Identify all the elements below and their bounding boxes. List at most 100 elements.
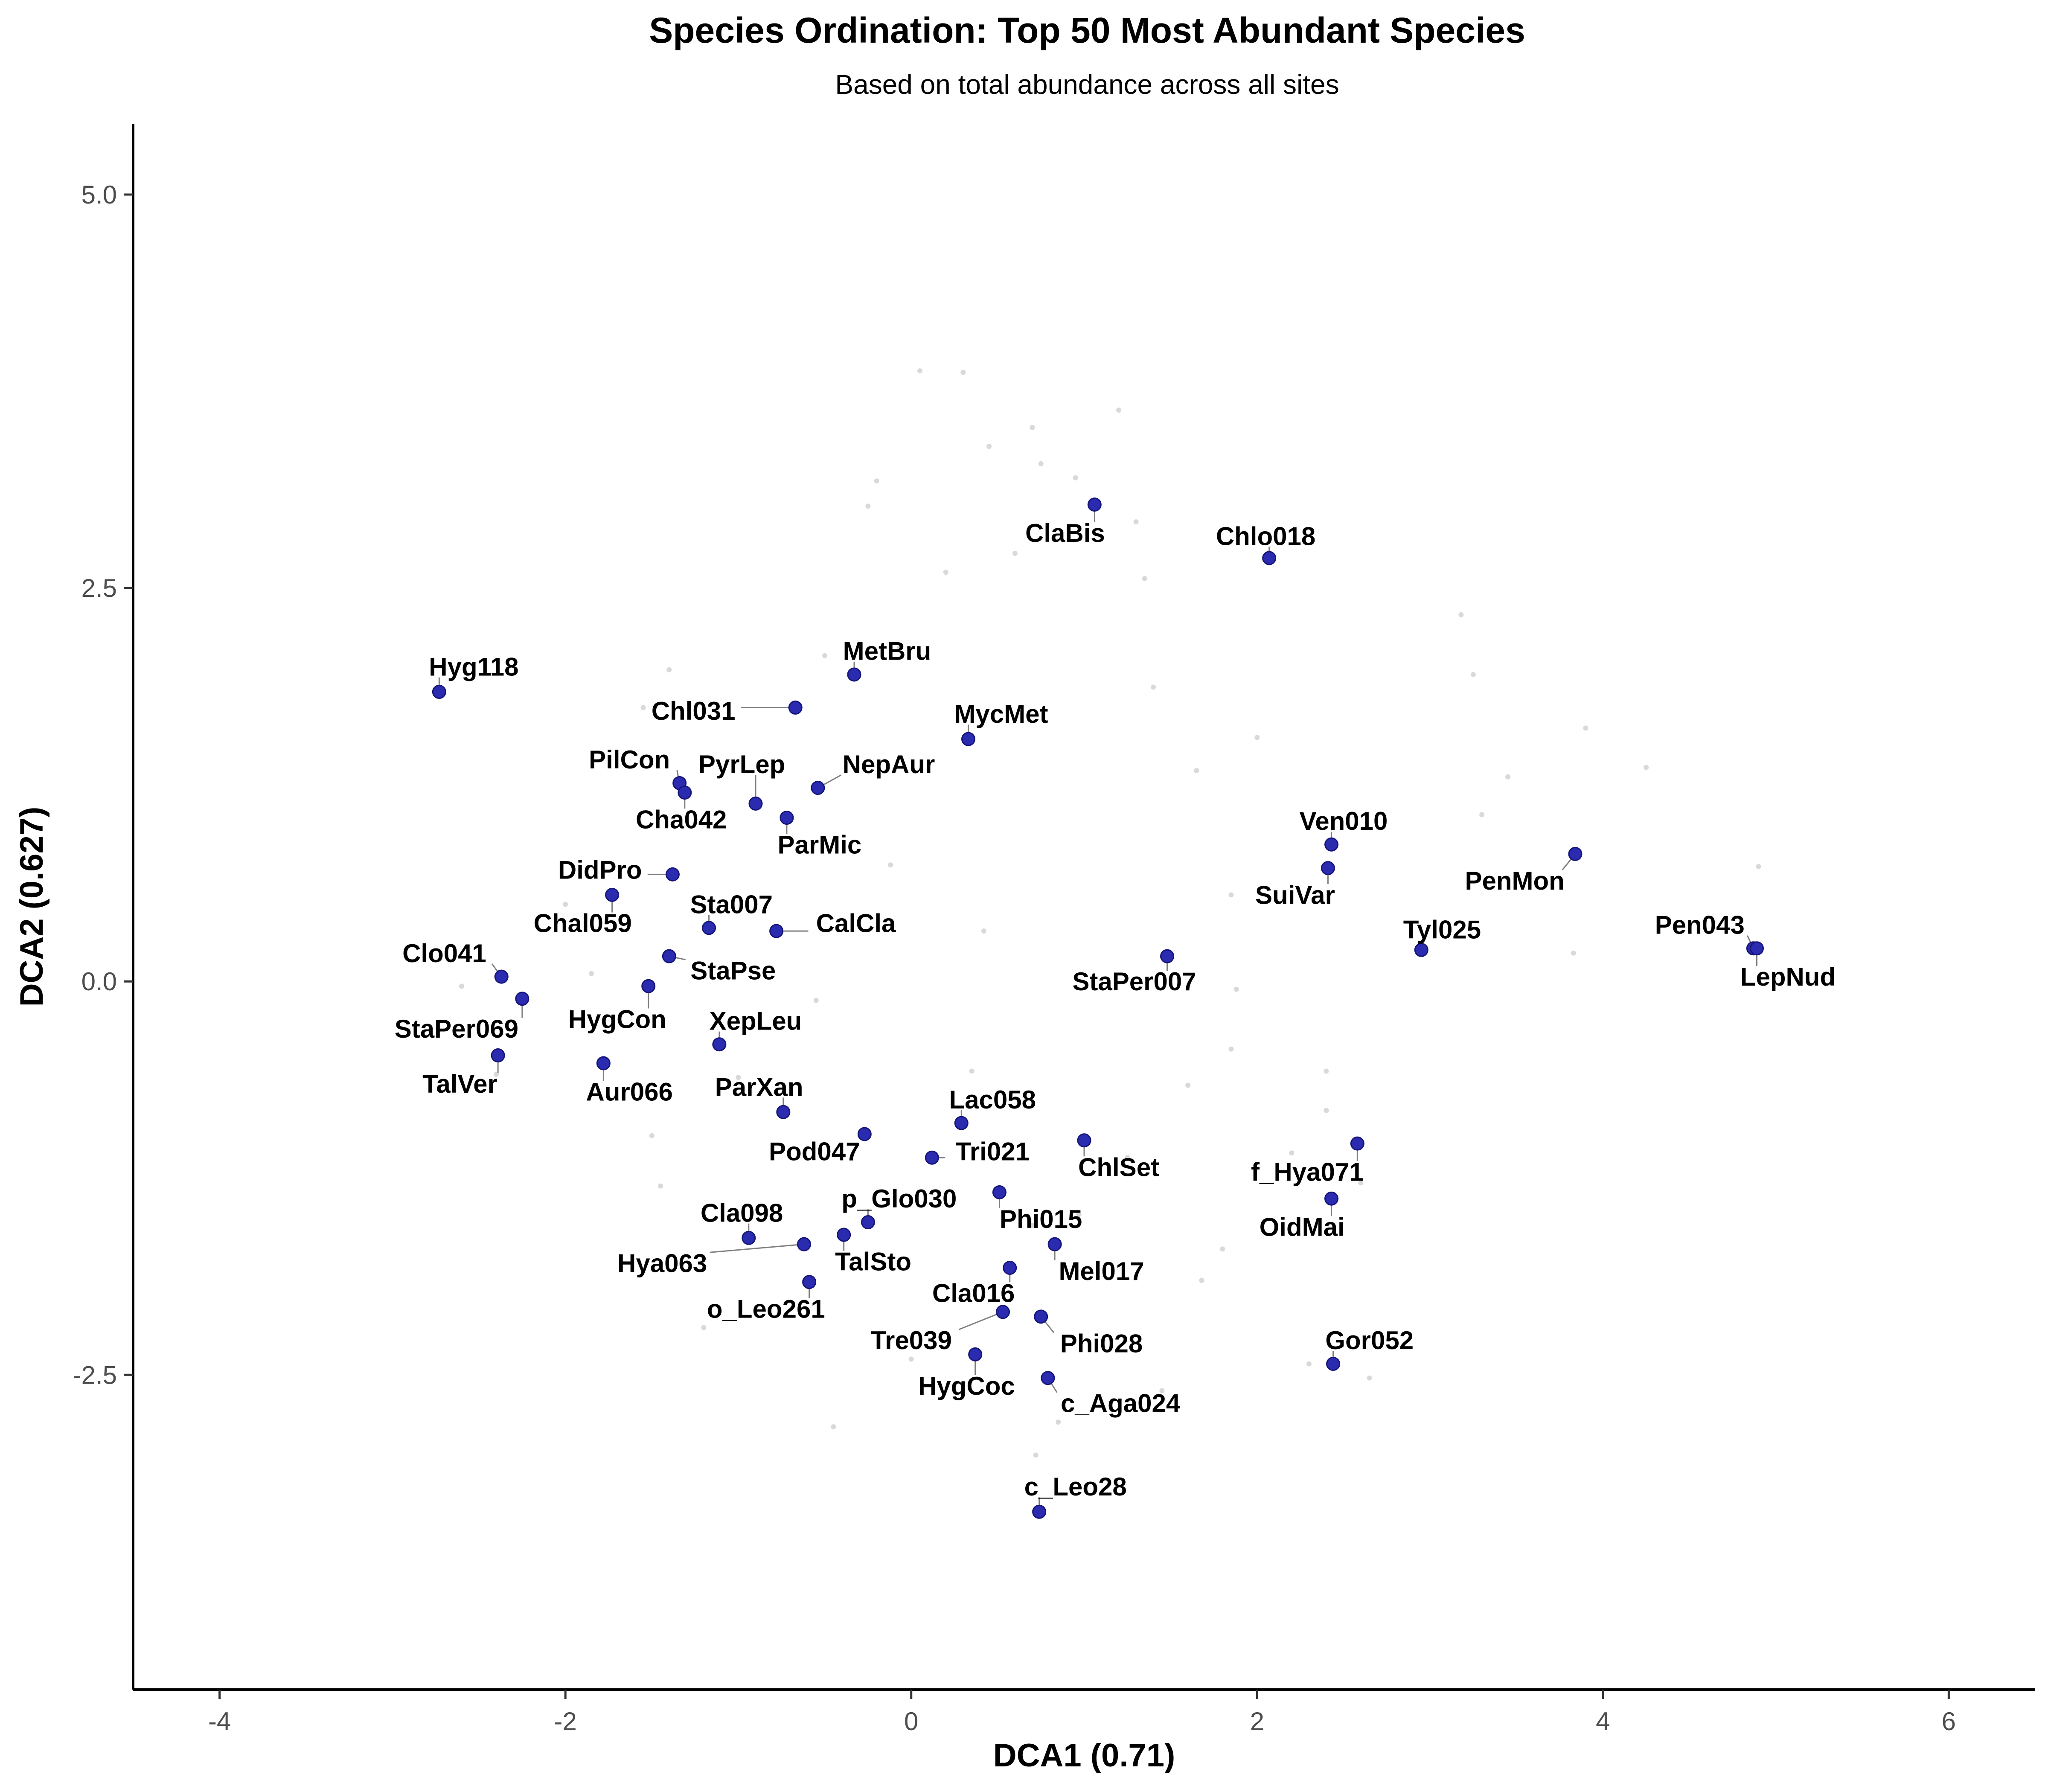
species-label: HygCoc xyxy=(918,1372,1015,1400)
background-point xyxy=(1458,612,1464,617)
species-point xyxy=(1321,861,1335,876)
species-point xyxy=(1750,941,1764,956)
species-label: Tre039 xyxy=(871,1326,952,1355)
background-point xyxy=(1076,1212,1082,1217)
species-point xyxy=(954,1116,969,1130)
background-point xyxy=(640,705,646,710)
species-label: Phi015 xyxy=(1000,1205,1082,1233)
y-tick-label: -2.5 xyxy=(73,1361,117,1389)
background-point xyxy=(1142,576,1147,581)
x-tick-label: -2 xyxy=(554,1707,577,1736)
species-label: TalVer xyxy=(422,1070,497,1098)
species-label: MetBru xyxy=(843,637,931,666)
species-point xyxy=(992,1185,1007,1199)
chart-subtitle: Based on total abundance across all site… xyxy=(835,69,1339,100)
species-point xyxy=(1324,837,1339,852)
background-point xyxy=(1289,1150,1295,1156)
x-tick-label: -4 xyxy=(208,1707,231,1736)
background-point xyxy=(874,478,879,484)
species-point xyxy=(769,924,784,938)
background-point xyxy=(1159,1388,1165,1393)
species-point xyxy=(1077,1133,1091,1148)
species-point xyxy=(925,1150,939,1165)
species-label: Chlo018 xyxy=(1216,522,1315,550)
species-label: PenMon xyxy=(1465,867,1564,895)
species-label: p_Glo030 xyxy=(841,1184,957,1213)
leader-line xyxy=(958,1311,1004,1330)
species-label: ParXan xyxy=(715,1073,803,1101)
background-point xyxy=(1199,1278,1204,1283)
background-point xyxy=(1644,765,1649,770)
species-point xyxy=(494,969,509,984)
species-label: Pen043 xyxy=(1655,911,1745,939)
chart-title: Species Ordination: Top 50 Most Abundant… xyxy=(649,10,1525,50)
species-point xyxy=(742,1231,756,1245)
species-point xyxy=(1160,949,1175,963)
species-label: Gor052 xyxy=(1325,1326,1414,1355)
species-label: StaPer007 xyxy=(1072,967,1196,996)
species-label: Hya063 xyxy=(617,1249,707,1277)
species-label: CalCla xyxy=(816,909,896,938)
species-point xyxy=(1262,551,1277,565)
species-point xyxy=(1034,1309,1048,1324)
species-point xyxy=(861,1215,875,1230)
species-label: Phi028 xyxy=(1060,1329,1143,1358)
x-tick-label: 4 xyxy=(1596,1707,1610,1736)
species-label: OidMai xyxy=(1260,1213,1345,1242)
background-point xyxy=(1228,1046,1234,1052)
species-point xyxy=(802,1275,817,1289)
background-point xyxy=(1324,1108,1329,1113)
species-label: StaPse xyxy=(690,956,776,985)
species-label: ClaBis xyxy=(1025,519,1105,547)
species-label: ParMic xyxy=(778,830,862,859)
species-label: c_Leo28 xyxy=(1024,1472,1127,1501)
species-point xyxy=(788,700,803,715)
species-point xyxy=(1414,943,1428,957)
species-label: Chal059 xyxy=(534,909,632,938)
species-point xyxy=(968,1347,983,1361)
background-point xyxy=(1306,1361,1312,1367)
species-point xyxy=(702,921,716,935)
species-point xyxy=(665,867,680,881)
point-labels-layer: Hyg118 MetBru Chl031 MycMet ClaBis Chlo018 Pil… xyxy=(395,519,1836,1501)
x-tick-label: 6 xyxy=(1942,1707,1956,1736)
species-label: StaPer069 xyxy=(395,1015,518,1043)
species-point xyxy=(596,1056,611,1071)
species-label: NepAur xyxy=(843,750,935,779)
species-label: Cha042 xyxy=(636,805,727,834)
species-label: XepLeu xyxy=(710,1007,802,1035)
species-point xyxy=(961,732,975,746)
species-point xyxy=(857,1127,872,1141)
species-label: HygCon xyxy=(568,1005,666,1034)
background-point xyxy=(831,1424,836,1430)
background-point xyxy=(960,369,966,375)
background-point xyxy=(1116,407,1122,413)
species-point xyxy=(996,1305,1010,1319)
background-point xyxy=(1571,950,1576,956)
species-label: Aur066 xyxy=(586,1077,672,1106)
species-label: Chl031 xyxy=(652,697,736,725)
species-label: f_Hya071 xyxy=(1251,1158,1364,1187)
background-point xyxy=(1030,425,1035,430)
x-axis-title: DCA1 (0.71) xyxy=(993,1737,1175,1774)
background-point xyxy=(888,862,893,868)
species-point xyxy=(847,667,861,682)
background-point xyxy=(1470,672,1476,677)
background-point xyxy=(1233,986,1239,992)
background-point xyxy=(865,503,871,509)
background-point xyxy=(1038,461,1044,466)
species-label: Ven010 xyxy=(1299,807,1388,835)
background-point xyxy=(1228,892,1234,898)
species-point xyxy=(811,781,825,795)
background-point xyxy=(908,1356,914,1362)
background-point xyxy=(1505,774,1510,780)
species-point xyxy=(712,1037,727,1052)
species-label: o_Leo261 xyxy=(707,1295,825,1323)
species-point xyxy=(515,992,529,1006)
background-point xyxy=(917,368,922,374)
y-tick-label: 0.0 xyxy=(81,967,117,996)
background-point xyxy=(1151,684,1156,690)
species-point xyxy=(605,887,620,902)
background-point xyxy=(736,1075,741,1080)
background-point xyxy=(701,1325,707,1330)
